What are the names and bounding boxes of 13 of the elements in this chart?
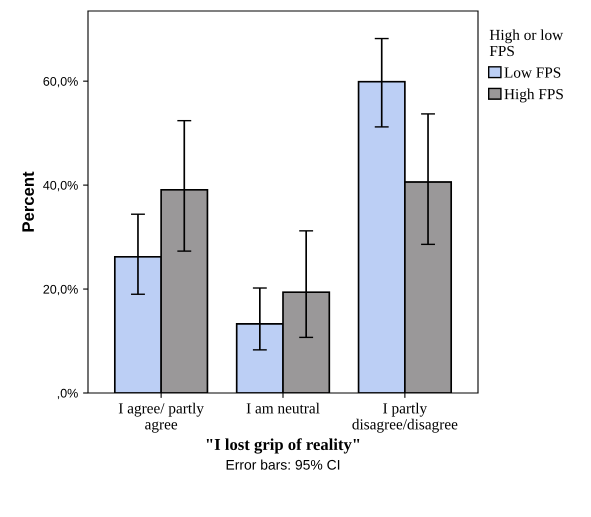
x-tick-label: I partly disagree/disagree [352,402,458,433]
legend-label: High FPS [504,88,563,102]
y-tick-label: ,0% [58,388,78,400]
y-axis-title: Percent [22,172,34,232]
y-tick-label: 20,0% [43,284,78,296]
y-tick-label: 60,0% [43,76,78,88]
y-tick-label: 40,0% [43,180,78,192]
x-axis-title: "I lost grip of reality" [206,438,360,454]
x-tick-label: I agree/ partly agree [118,402,204,433]
legend-label: Low FPS [504,67,560,78]
text: Error bars: 95% CI [226,460,340,470]
legend-title: High or low FPS [490,29,564,56]
x-tick-label: I am neutral [246,402,320,414]
